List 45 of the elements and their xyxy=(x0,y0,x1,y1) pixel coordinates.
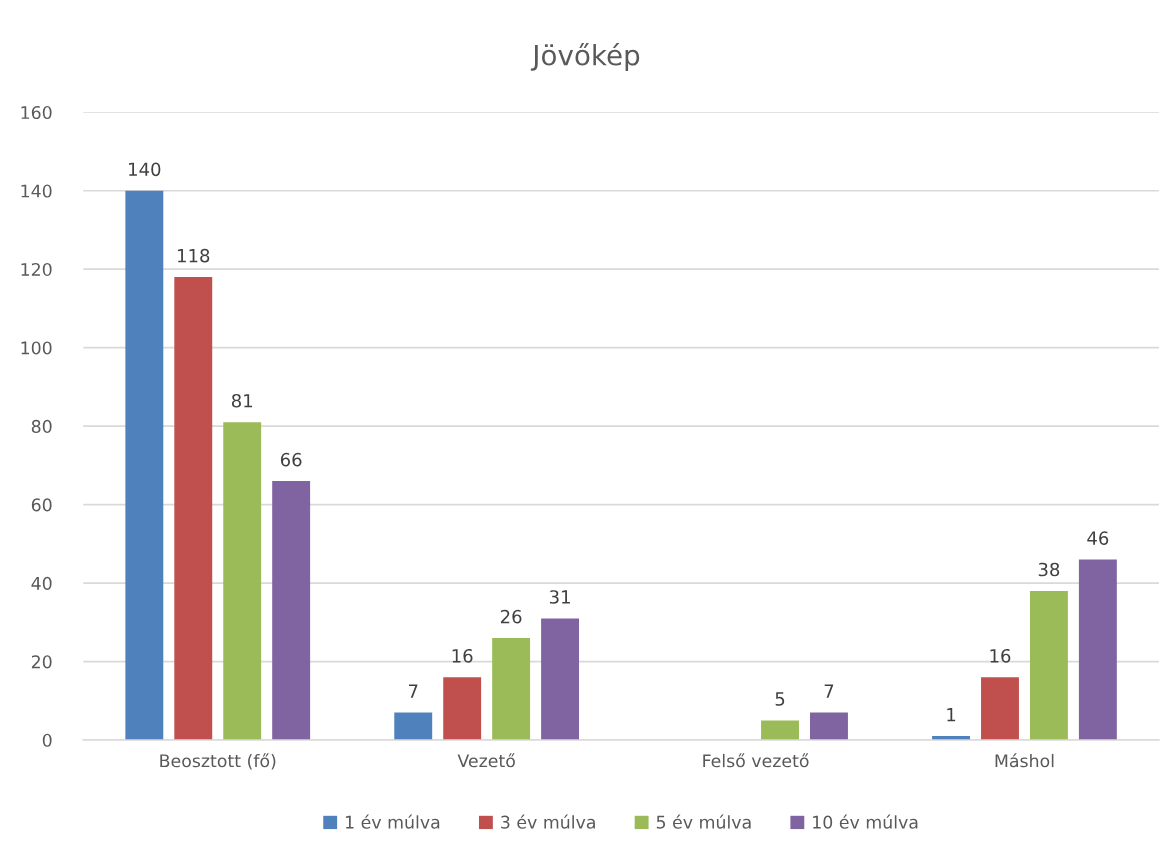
data-label: 31 xyxy=(549,590,570,604)
x-tick-label: Máshol xyxy=(995,753,1054,768)
bar xyxy=(541,618,580,741)
data-label: 140 xyxy=(129,162,161,177)
bar xyxy=(1029,590,1068,741)
y-tick-label: 0 xyxy=(42,733,52,747)
bar xyxy=(394,712,433,741)
x-tick-label: Felső vezető xyxy=(703,753,809,768)
bar xyxy=(1078,559,1117,741)
y-tick-label: 160 xyxy=(21,105,52,120)
legend-label: 5 év múlva xyxy=(656,814,751,829)
bar xyxy=(125,190,164,741)
data-label: 1 xyxy=(947,708,956,722)
data-label: 26 xyxy=(500,609,522,624)
y-tick-label: 120 xyxy=(21,262,52,277)
data-label: 16 xyxy=(990,648,1011,663)
data-label: 7 xyxy=(408,684,418,698)
bar xyxy=(492,638,531,741)
y-tick-label: 80 xyxy=(31,419,52,433)
y-tick-label: 100 xyxy=(21,341,52,355)
y-tick-label: 20 xyxy=(31,655,52,669)
legend-label: 1 év múlva xyxy=(345,814,440,829)
bar xyxy=(810,712,848,741)
data-label: 16 xyxy=(452,648,473,663)
data-label: 38 xyxy=(1038,562,1060,577)
x-tick-label: Beosztott (fő) xyxy=(160,753,276,770)
bar xyxy=(174,277,213,741)
bar xyxy=(223,422,262,741)
bar xyxy=(761,720,799,741)
data-label: 7 xyxy=(824,684,834,698)
chart-title: Jövőkép xyxy=(530,43,640,71)
data-label: 118 xyxy=(178,248,210,263)
legend-label: 3 év múlva xyxy=(501,814,595,829)
data-label: 81 xyxy=(231,393,253,408)
data-label: 5 xyxy=(775,692,785,706)
y-tick-label: 60 xyxy=(31,498,52,512)
data-label: 66 xyxy=(280,452,302,467)
data-label: 46 xyxy=(1087,531,1109,545)
bar xyxy=(272,481,311,741)
bar xyxy=(981,677,1019,741)
y-tick-label: 40 xyxy=(31,576,52,590)
legend-label: 10 év múlva xyxy=(813,814,918,829)
bar xyxy=(443,677,482,741)
x-tick-label: Vezető xyxy=(457,753,515,768)
y-tick-label: 140 xyxy=(21,184,52,198)
